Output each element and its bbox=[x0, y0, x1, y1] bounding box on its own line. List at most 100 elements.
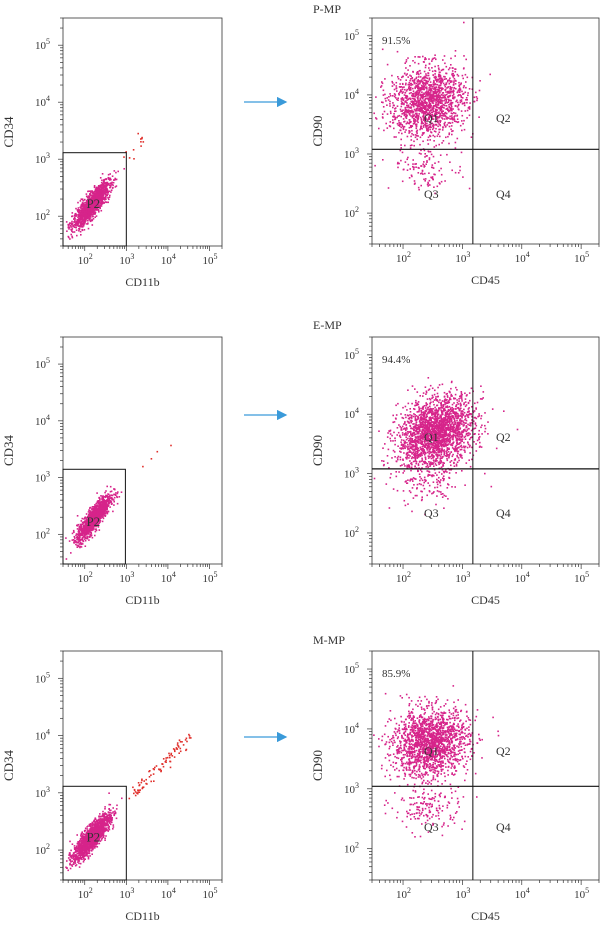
event-dot bbox=[93, 205, 96, 207]
event-dot bbox=[453, 118, 456, 121]
event-dot bbox=[414, 109, 417, 112]
event-dot bbox=[95, 195, 98, 197]
event-dot bbox=[437, 96, 440, 99]
event-dot bbox=[409, 411, 412, 413]
event-dot bbox=[435, 108, 437, 111]
event-dot bbox=[398, 131, 400, 134]
event-dot bbox=[381, 48, 384, 51]
event-dot bbox=[437, 103, 440, 105]
event-dot bbox=[101, 199, 103, 201]
event-dot bbox=[398, 123, 401, 126]
event-dot bbox=[428, 104, 431, 107]
event-dot bbox=[107, 178, 110, 180]
event-dot bbox=[83, 518, 85, 520]
event-dot bbox=[440, 82, 442, 85]
event-dot bbox=[105, 181, 107, 184]
event-dot bbox=[407, 402, 410, 405]
event-dot bbox=[401, 88, 404, 91]
event-dot bbox=[101, 506, 104, 509]
event-dot bbox=[434, 105, 436, 107]
event-dot bbox=[407, 432, 409, 435]
event-dot bbox=[468, 88, 471, 90]
event-dot bbox=[442, 110, 444, 112]
event-dot bbox=[431, 122, 433, 125]
event-dot bbox=[466, 99, 468, 101]
event-dot bbox=[104, 187, 107, 190]
event-dot bbox=[450, 104, 452, 107]
event-dot bbox=[389, 95, 392, 97]
event-dot bbox=[93, 196, 95, 198]
event-dot bbox=[92, 211, 94, 213]
event-dot bbox=[425, 73, 427, 75]
event-dot bbox=[102, 501, 105, 503]
event-dot bbox=[84, 212, 87, 214]
event-dot bbox=[397, 445, 399, 447]
event-dot bbox=[448, 91, 450, 94]
event-dot bbox=[87, 197, 90, 199]
event-dot bbox=[78, 219, 81, 221]
event-dot bbox=[436, 91, 439, 93]
event-dot bbox=[418, 83, 420, 85]
event-dot bbox=[436, 103, 439, 106]
event-dot bbox=[427, 92, 430, 95]
event-dot bbox=[71, 532, 74, 535]
event-dot bbox=[382, 106, 385, 108]
event-dot bbox=[437, 112, 440, 114]
event-dot bbox=[451, 72, 454, 75]
event-dot bbox=[430, 99, 433, 101]
event-dot bbox=[88, 212, 90, 214]
event-dot bbox=[81, 210, 84, 213]
event-dot bbox=[414, 98, 416, 100]
event-dot bbox=[107, 201, 109, 204]
event-dot bbox=[421, 97, 424, 100]
event-dot bbox=[453, 90, 455, 92]
event-dot bbox=[417, 172, 420, 174]
event-dot bbox=[87, 227, 90, 230]
event-dot bbox=[404, 92, 406, 94]
event-dot bbox=[431, 115, 433, 118]
event-dot bbox=[89, 533, 92, 536]
event-dot bbox=[451, 130, 453, 133]
event-dot bbox=[393, 95, 396, 98]
event-dot bbox=[110, 184, 112, 187]
event-dot bbox=[89, 506, 92, 509]
event-dot bbox=[104, 504, 106, 506]
event-dot bbox=[425, 109, 428, 112]
event-dot bbox=[87, 195, 90, 197]
event-dot bbox=[419, 110, 421, 113]
event-dot bbox=[400, 86, 403, 88]
event-dot bbox=[408, 122, 411, 125]
event-dot bbox=[439, 121, 441, 123]
event-dot bbox=[451, 73, 453, 76]
event-dot bbox=[68, 223, 71, 225]
event-dot bbox=[412, 165, 414, 168]
event-dot bbox=[90, 531, 92, 534]
event-dot bbox=[443, 84, 446, 86]
y-tick-label: 104 bbox=[35, 94, 50, 109]
event-dot bbox=[86, 196, 89, 199]
event-dot bbox=[105, 194, 107, 196]
event-dot bbox=[117, 170, 119, 173]
event-dot bbox=[438, 131, 441, 134]
event-dot bbox=[454, 105, 457, 107]
event-dot bbox=[458, 85, 461, 87]
event-dot bbox=[94, 197, 96, 200]
event-dot bbox=[406, 99, 408, 101]
event-dot bbox=[422, 124, 425, 127]
event-dot bbox=[440, 114, 443, 117]
event-dot bbox=[423, 88, 425, 91]
event-dot bbox=[77, 523, 79, 526]
event-dot bbox=[87, 530, 89, 533]
event-dot bbox=[447, 135, 449, 138]
event-dot bbox=[82, 539, 84, 542]
event-dot bbox=[404, 109, 407, 112]
event-dot bbox=[454, 50, 457, 52]
event-dot bbox=[105, 183, 108, 186]
event-dot bbox=[415, 107, 418, 110]
event-dot bbox=[74, 219, 76, 222]
event-dot bbox=[418, 188, 420, 191]
event-dot bbox=[423, 116, 426, 119]
event-dot bbox=[429, 87, 432, 90]
event-dot bbox=[419, 94, 422, 97]
y-tick-label: 104 bbox=[35, 413, 50, 428]
